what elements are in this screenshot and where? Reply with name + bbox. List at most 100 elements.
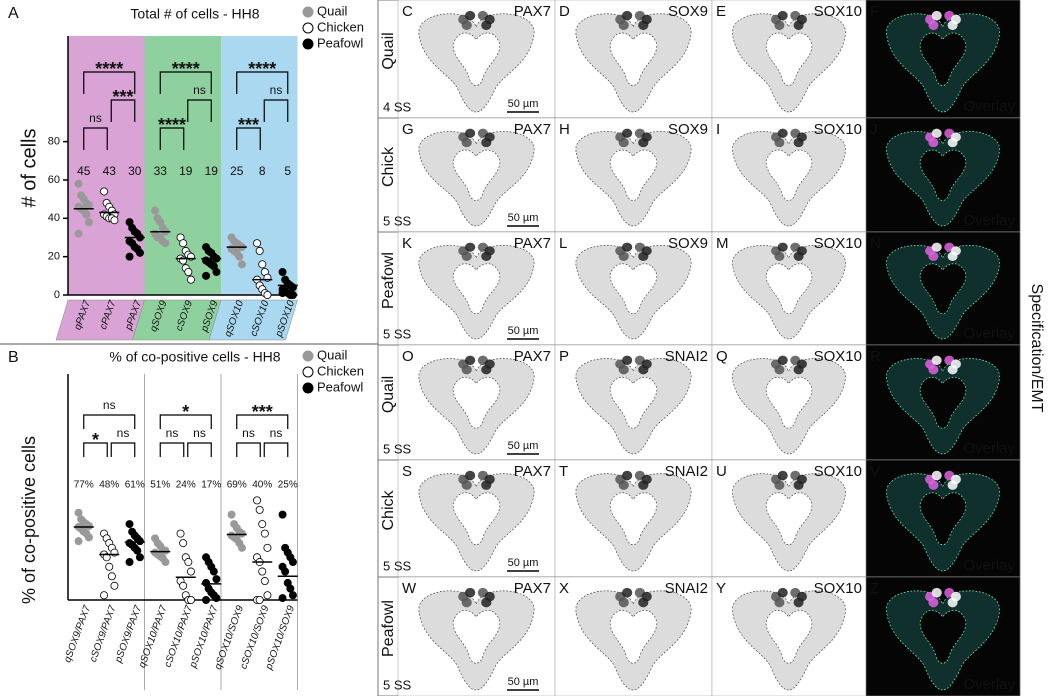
cell-cluster (947, 597, 958, 608)
data-point (110, 216, 119, 225)
stage-label: 5 SS (383, 441, 412, 456)
panel-letter: E (716, 3, 726, 20)
micrograph: G PAX7 (397, 117, 556, 233)
neural-tube (731, 587, 847, 691)
cell-cluster (622, 355, 633, 366)
significance-label: ns (270, 83, 283, 97)
panel-letter: X (559, 580, 569, 597)
cell-cluster (774, 597, 785, 608)
panel-letter: O (402, 348, 414, 365)
channel-label: Overlay (963, 98, 1015, 115)
panel-letter: W (402, 580, 417, 597)
data-point (202, 271, 211, 280)
data-point (184, 267, 193, 276)
y-tick-label: 40 (48, 212, 60, 224)
data-point (258, 260, 267, 269)
cell-cluster (928, 597, 939, 608)
significance-bracket (110, 442, 136, 457)
scale-bar-label: 50 µm (508, 325, 539, 337)
neural-tube (731, 128, 847, 227)
stage-label: 5 SS (383, 677, 412, 692)
data-point (278, 594, 287, 603)
neural-tube (575, 10, 692, 113)
data-point (288, 558, 297, 567)
panel-letter: I (716, 121, 720, 138)
significance-label: ns (103, 398, 116, 412)
value-label: 24% (176, 480, 196, 491)
cell-cluster (777, 128, 788, 138)
channel-label: SOX10 (814, 463, 862, 480)
cell-cluster (618, 365, 629, 375)
data-point (237, 260, 246, 269)
cell-cluster (931, 242, 942, 252)
cell-cluster (618, 597, 629, 608)
data-point (212, 267, 221, 276)
neural-tube (575, 355, 692, 455)
significance-label: ns (117, 426, 130, 440)
neural-tube (731, 355, 847, 455)
significance-bracket (83, 127, 108, 150)
data-point (100, 591, 109, 600)
neural-tube (885, 242, 1001, 340)
significance-bracket (83, 414, 136, 429)
value-label: 17% (201, 480, 221, 491)
cell-cluster (481, 137, 492, 148)
data-point (202, 596, 211, 605)
neural-tube (731, 470, 847, 572)
cell-cluster (461, 365, 472, 375)
cell-cluster (777, 355, 788, 366)
cell-cluster (931, 355, 942, 366)
cell-cluster (928, 20, 939, 31)
data-point (74, 537, 83, 546)
cell-cluster (618, 20, 629, 31)
significance-bracket (159, 414, 212, 429)
panel-letter: Z (870, 580, 879, 597)
cell-cluster (465, 242, 476, 252)
data-point (263, 543, 272, 552)
data-point (133, 546, 142, 555)
data-point (235, 252, 244, 261)
data-point (135, 248, 144, 257)
cell-cluster (461, 20, 472, 31)
significance-label: ns (242, 426, 255, 440)
data-point (125, 520, 134, 529)
row-species-label: Peafowl (380, 252, 397, 309)
neural-tube (575, 242, 692, 340)
channel-label: Overlay (963, 676, 1015, 693)
chart-title: % of co-positive cells - HH8 (109, 349, 280, 365)
cell-cluster (465, 355, 476, 366)
micrograph: N Overlay (865, 231, 1021, 346)
micrograph: S PAX7 (397, 459, 556, 578)
channel-label: SOX10 (814, 121, 862, 138)
stage-label: 4 SS (383, 99, 412, 114)
value-label: 61% (125, 480, 145, 491)
significance-label: *** (252, 402, 273, 422)
panel-letter: L (559, 235, 567, 252)
panel-letter: Q (716, 348, 728, 365)
data-point (135, 537, 144, 546)
data-point (258, 567, 267, 576)
cell-cluster (618, 137, 629, 148)
neural-tube (885, 587, 1001, 691)
cell-cluster (947, 365, 958, 375)
significance-label: **** (95, 59, 123, 79)
neural-tube (575, 470, 692, 572)
data-point (125, 558, 134, 567)
significance-bracket (263, 442, 289, 457)
significance-bracket (110, 99, 136, 122)
significance-bracket (187, 442, 212, 457)
channel-label: PAX7 (514, 121, 551, 138)
legend-marker (302, 22, 314, 34)
chart-title: Total # of cells - HH8 (130, 6, 259, 22)
data-point (255, 505, 264, 514)
micrograph: D SOX9 (554, 0, 713, 119)
cell-cluster (931, 587, 942, 598)
micrograph: T SNAI2 (554, 459, 713, 578)
scale-bar-label: 50 µm (508, 676, 539, 688)
cell-cluster (928, 365, 939, 375)
data-point (179, 539, 188, 548)
significance-label: ns (166, 426, 179, 440)
panel-letter: A (8, 5, 19, 22)
cell-cluster (928, 137, 939, 148)
data-point (237, 529, 246, 538)
